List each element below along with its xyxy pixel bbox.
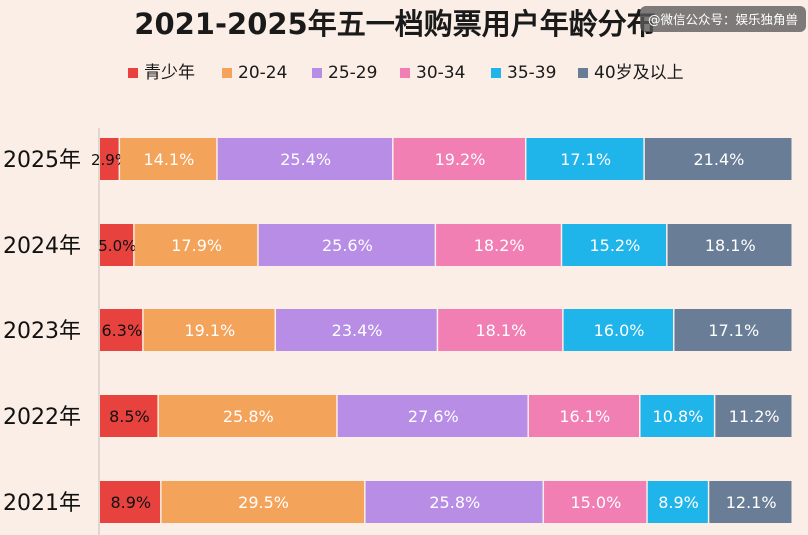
- bar-0-0: [100, 138, 119, 180]
- bar-label-4-4: 8.9%: [658, 493, 699, 512]
- bar-label-3-1: 25.8%: [223, 407, 274, 426]
- bar-2-2: [276, 309, 437, 351]
- bar-label-3-2: 27.6%: [408, 407, 459, 426]
- bar-label-4-0: 8.9%: [110, 493, 151, 512]
- bar-label-2-4: 16.0%: [594, 321, 645, 340]
- category-label-2: 2023年: [3, 319, 81, 344]
- bar-label-0-4: 17.1%: [560, 150, 611, 169]
- bar-1-4: [562, 224, 667, 266]
- legend-swatch-0: [128, 68, 138, 78]
- legend-swatch-1: [222, 68, 232, 78]
- legend-swatch-4: [491, 68, 501, 78]
- bar-4-4: [647, 481, 708, 523]
- bar-label-3-5: 11.2%: [729, 407, 780, 426]
- bar-4-3: [544, 481, 647, 523]
- bar-3-0: [100, 395, 158, 437]
- bar-label-3-3: 16.1%: [559, 407, 610, 426]
- bar-label-4-1: 29.5%: [238, 493, 289, 512]
- bar-3-2: [337, 395, 528, 437]
- bar-label-2-5: 17.1%: [708, 321, 759, 340]
- bar-label-0-1: 14.1%: [143, 150, 194, 169]
- bar-label-0-0: 2.9%: [91, 151, 129, 169]
- bar-4-5: [709, 481, 792, 523]
- category-label-3: 2022年: [3, 405, 81, 430]
- bar-label-3-4: 10.8%: [653, 407, 704, 426]
- bar-2-4: [563, 309, 673, 351]
- bar-1-2: [258, 224, 435, 266]
- bar-label-4-5: 12.1%: [726, 493, 777, 512]
- category-label-0: 2025年: [3, 148, 81, 173]
- bar-1-5: [667, 224, 792, 266]
- legend-label-1: 20-24: [238, 63, 287, 83]
- legend-swatch-3: [400, 68, 410, 78]
- bar-1-3: [436, 224, 561, 266]
- bar-2-1: [143, 309, 275, 351]
- bar-label-1-1: 17.9%: [171, 236, 222, 255]
- bar-label-0-5: 21.4%: [694, 150, 745, 169]
- legend-label-0: 青少年: [144, 63, 195, 83]
- bar-4-2: [365, 481, 543, 523]
- bar-0-1: [120, 138, 217, 180]
- bar-label-2-2: 23.4%: [332, 321, 383, 340]
- bar-label-1-2: 25.6%: [322, 236, 373, 255]
- bar-0-2: [217, 138, 393, 180]
- bars: 2.9% 14.1% 25.4% 19.2% 17.1% 21.4% 5.0% 17.9% 25…: [91, 138, 792, 523]
- bar-1-0: [100, 224, 134, 266]
- legend: 青少年 20-24 25-29 30-34 35-39 40岁及以上: [128, 63, 684, 83]
- bar-3-3: [528, 395, 640, 437]
- bar-label-2-3: 18.1%: [475, 321, 526, 340]
- bar-0-5: [644, 138, 792, 180]
- legend-swatch-5: [578, 68, 588, 78]
- bar-2-0: [100, 309, 143, 351]
- axis: 2025年 2024年 2023年 2022年 2021年: [3, 128, 100, 535]
- legend-label-5: 40岁及以上: [594, 63, 684, 83]
- bar-label-3-0: 8.5%: [109, 407, 150, 426]
- category-label-1: 2024年: [3, 234, 81, 259]
- category-label-4: 2021年: [3, 491, 81, 516]
- watermark: @微信公众号：娱乐独角兽: [648, 12, 798, 27]
- bar-label-0-3: 19.2%: [435, 150, 486, 169]
- bar-1-1: [134, 224, 258, 266]
- bar-4-0: [100, 481, 161, 523]
- bar-3-4: [640, 395, 714, 437]
- bar-4-1: [161, 481, 365, 523]
- bar-label-1-4: 15.2%: [589, 236, 640, 255]
- bar-label-0-2: 25.4%: [280, 150, 331, 169]
- bar-label-2-1: 19.1%: [184, 321, 235, 340]
- bar-label-1-5: 18.1%: [705, 236, 756, 255]
- bar-label-4-3: 15.0%: [570, 493, 621, 512]
- legend-swatch-2: [312, 68, 322, 78]
- bar-2-3: [438, 309, 563, 351]
- legend-label-2: 25-29: [328, 63, 377, 83]
- bar-0-3: [393, 138, 525, 180]
- bar-3-1: [158, 395, 337, 437]
- legend-label-4: 35-39: [507, 63, 556, 83]
- bar-2-5: [674, 309, 792, 351]
- bar-3-5: [715, 395, 792, 437]
- bar-label-1-0: 5.0%: [98, 237, 136, 255]
- legend-label-3: 30-34: [416, 63, 465, 83]
- chart-title: 2021-2025年五一档购票用户年龄分布: [134, 7, 655, 41]
- title-group: 2021-2025年五一档购票用户年龄分布@微信公众号：娱乐独角兽: [134, 6, 806, 41]
- watermark-background: [640, 6, 806, 32]
- bar-label-4-2: 25.8%: [429, 493, 480, 512]
- bar-0-4: [526, 138, 644, 180]
- bar-label-2-0: 6.3%: [102, 321, 143, 340]
- bar-label-1-3: 18.2%: [474, 236, 525, 255]
